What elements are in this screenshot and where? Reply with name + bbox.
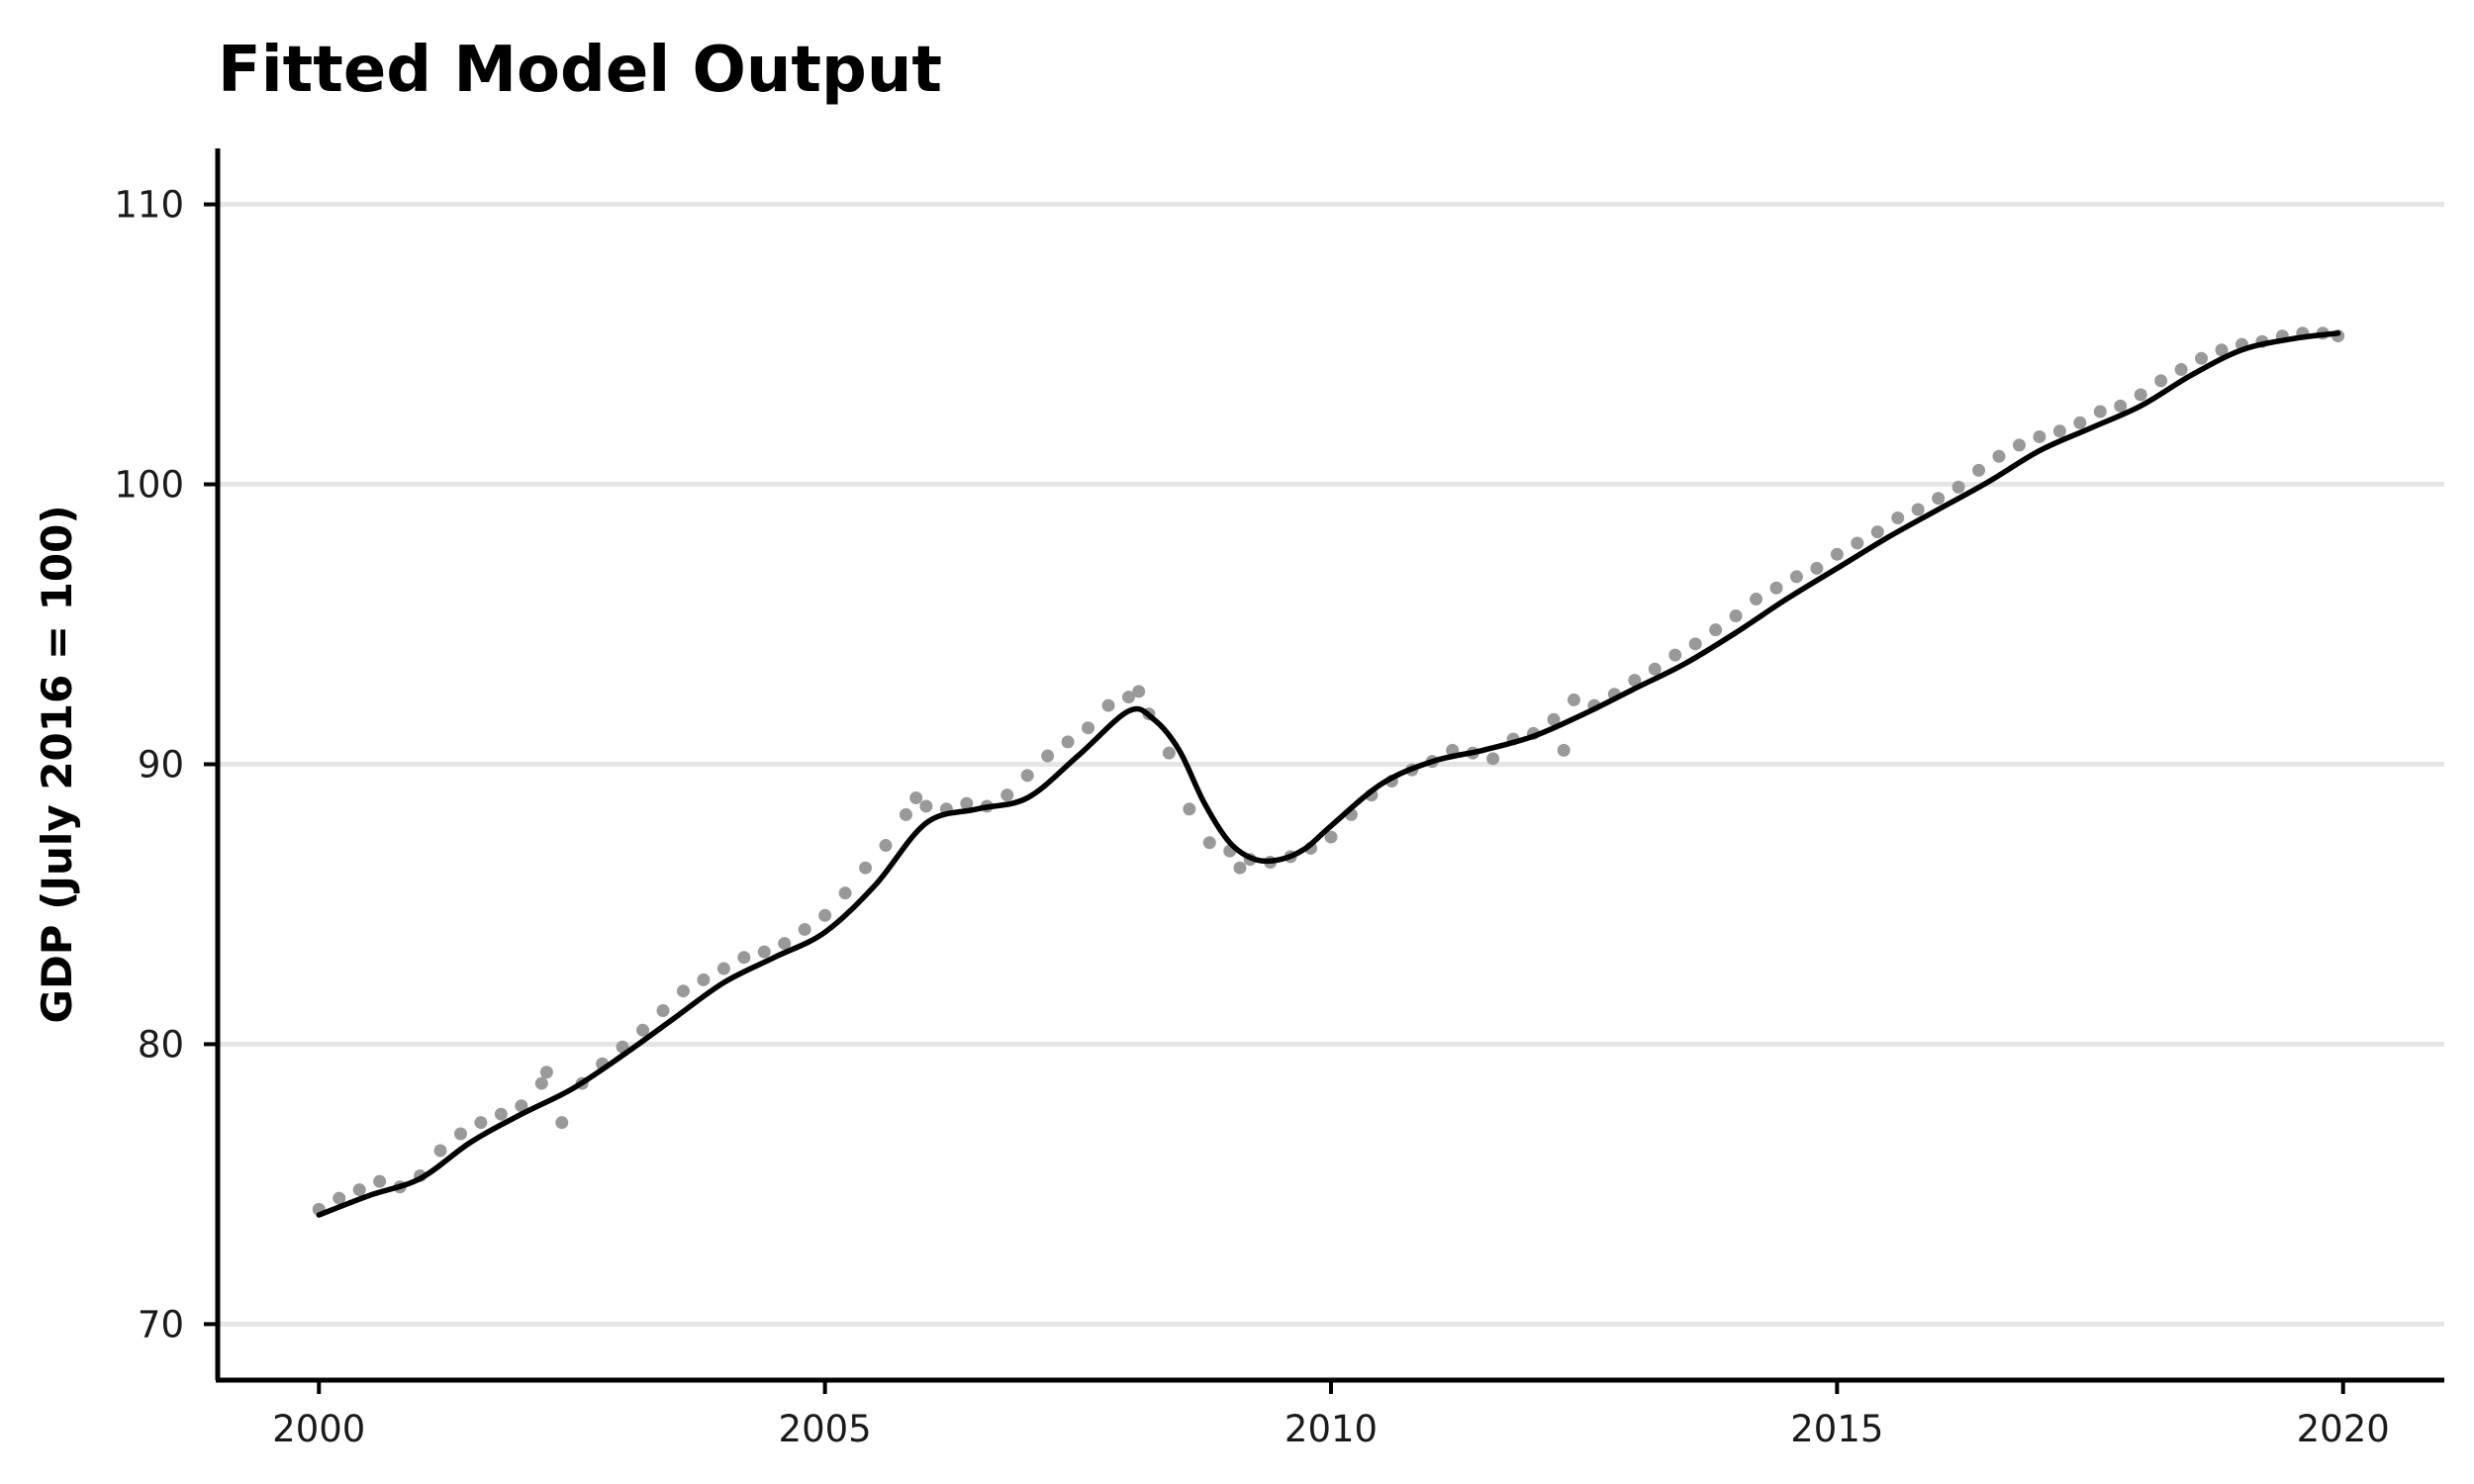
data-point: [818, 908, 832, 922]
data-point: [1951, 480, 1965, 494]
data-point: [859, 861, 873, 875]
data-points: [312, 326, 2345, 1216]
data-point: [494, 1107, 508, 1121]
data-point: [1891, 511, 1905, 524]
data-point: [1486, 752, 1500, 766]
data-point: [838, 886, 852, 900]
data-point: [656, 1004, 670, 1017]
chart-title: Fitted Model Output: [218, 34, 942, 107]
data-point: [2215, 343, 2229, 357]
y-tick-label-70: 70: [138, 1303, 184, 1345]
data-point: [352, 1183, 366, 1197]
data-point: [2073, 416, 2087, 429]
data-point: [515, 1099, 528, 1113]
data-point: [1082, 721, 1095, 735]
data-point: [1851, 536, 1864, 550]
data-point: [1709, 623, 1723, 637]
data-point: [1183, 802, 1196, 816]
data-point: [1061, 735, 1075, 749]
data-point: [1121, 691, 1135, 704]
fit-line: [316, 330, 2341, 1218]
data-point: [2093, 405, 2107, 418]
fit-line-layer: [316, 330, 2341, 1218]
data-point: [778, 937, 792, 951]
data-point: [716, 962, 730, 975]
data-point: [1688, 637, 1702, 651]
data-point: [909, 790, 923, 804]
y-tick-label-90: 90: [138, 744, 184, 787]
data-point: [1547, 712, 1561, 726]
data-point: [1000, 788, 1014, 802]
data-point: [1162, 746, 1176, 760]
data-point: [1789, 570, 1803, 584]
data-point: [1648, 662, 1662, 676]
data-point: [1557, 743, 1570, 757]
data-point: [798, 922, 811, 936]
data-point: [1628, 674, 1642, 688]
data-point: [737, 951, 751, 965]
data-point: [2033, 429, 2046, 443]
x-tick-label-2010: 2010: [1285, 1408, 1378, 1450]
y-tick-label-100: 100: [114, 464, 184, 507]
data-point: [2154, 374, 2168, 388]
data-point: [899, 807, 912, 821]
data-point: [2012, 438, 2026, 452]
data-point: [919, 799, 933, 813]
data-point: [2174, 363, 2188, 377]
data-point: [1911, 503, 1925, 516]
data-point: [2052, 424, 2066, 438]
data-point: [1101, 698, 1115, 712]
data-point: [534, 1076, 548, 1090]
data-point: [333, 1191, 346, 1205]
data-point: [1324, 830, 1338, 844]
data-point: [1668, 648, 1682, 662]
data-point: [1233, 861, 1247, 875]
data-point: [2134, 388, 2147, 402]
data-point: [1202, 836, 1216, 850]
x-tick-label-2005: 2005: [779, 1408, 872, 1450]
data-point: [676, 984, 690, 998]
data-point: [1972, 463, 1986, 477]
data-point: [879, 839, 893, 853]
data-point: [1132, 685, 1146, 698]
y-tick-label-80: 80: [138, 1023, 184, 1066]
data-point: [1750, 593, 1763, 606]
data-point: [373, 1174, 387, 1188]
data-point: [1810, 561, 1824, 575]
y-tick-label-110: 110: [114, 184, 184, 227]
data-point: [474, 1116, 488, 1130]
data-point: [1992, 449, 2006, 463]
data-point: [1769, 581, 1783, 595]
x-axis-ticks: 2000 2005 2010 2015 2020: [272, 1380, 2390, 1450]
data-point: [2114, 399, 2128, 413]
data-point: [697, 973, 711, 986]
data-point: [433, 1144, 447, 1158]
gridlines: [220, 202, 2444, 1327]
data-point: [1567, 693, 1580, 706]
x-tick-label-2015: 2015: [1790, 1408, 1883, 1450]
data-point: [636, 1023, 650, 1037]
data-point: [757, 945, 771, 959]
x-tick-label-2000: 2000: [272, 1408, 365, 1450]
data-point: [1830, 547, 1844, 561]
data-point: [555, 1116, 569, 1130]
y-axis-title: GDP (July 2016 = 100): [33, 505, 81, 1023]
data-point: [539, 1066, 553, 1079]
data-point: [1870, 525, 1884, 539]
data-point: [1729, 609, 1743, 623]
data-point: [453, 1127, 467, 1141]
data-point: [1041, 749, 1055, 763]
data-point: [1932, 492, 1946, 506]
data-point: [2195, 351, 2209, 365]
x-tick-label-2020: 2020: [2297, 1408, 2390, 1450]
data-point: [1020, 769, 1034, 783]
data-point: [960, 796, 974, 810]
y-axis-ticks: 70 80 90 100 110: [114, 184, 218, 1345]
